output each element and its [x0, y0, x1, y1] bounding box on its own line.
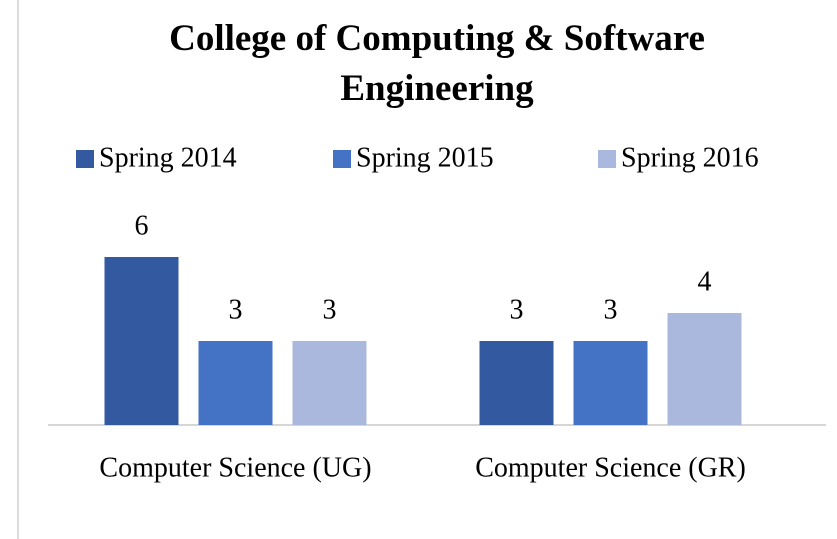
legend-label: Spring 2014 [99, 142, 237, 173]
bar [479, 341, 554, 425]
chart-border [17, 0, 19, 539]
legend-swatch [598, 150, 616, 168]
data-label: 3 [510, 294, 524, 325]
legend-label: Spring 2016 [621, 142, 759, 173]
legend-swatch [76, 150, 94, 168]
bar [104, 257, 179, 425]
bar [573, 341, 648, 425]
data-label: 6 [135, 210, 149, 241]
data-label: 3 [323, 294, 337, 325]
data-label: 4 [698, 266, 712, 297]
bar [667, 313, 742, 425]
x-tick-label: Computer Science (GR) [475, 452, 746, 483]
data-label: 3 [604, 294, 618, 325]
bar [292, 341, 367, 425]
data-label: 3 [229, 294, 243, 325]
legend-label: Spring 2015 [356, 142, 494, 173]
chart-title: College of Computing & Software Engineer… [169, 18, 705, 109]
bar [198, 341, 273, 425]
x-tick-label: Computer Science (UG) [99, 452, 371, 483]
legend-swatch [333, 150, 351, 168]
